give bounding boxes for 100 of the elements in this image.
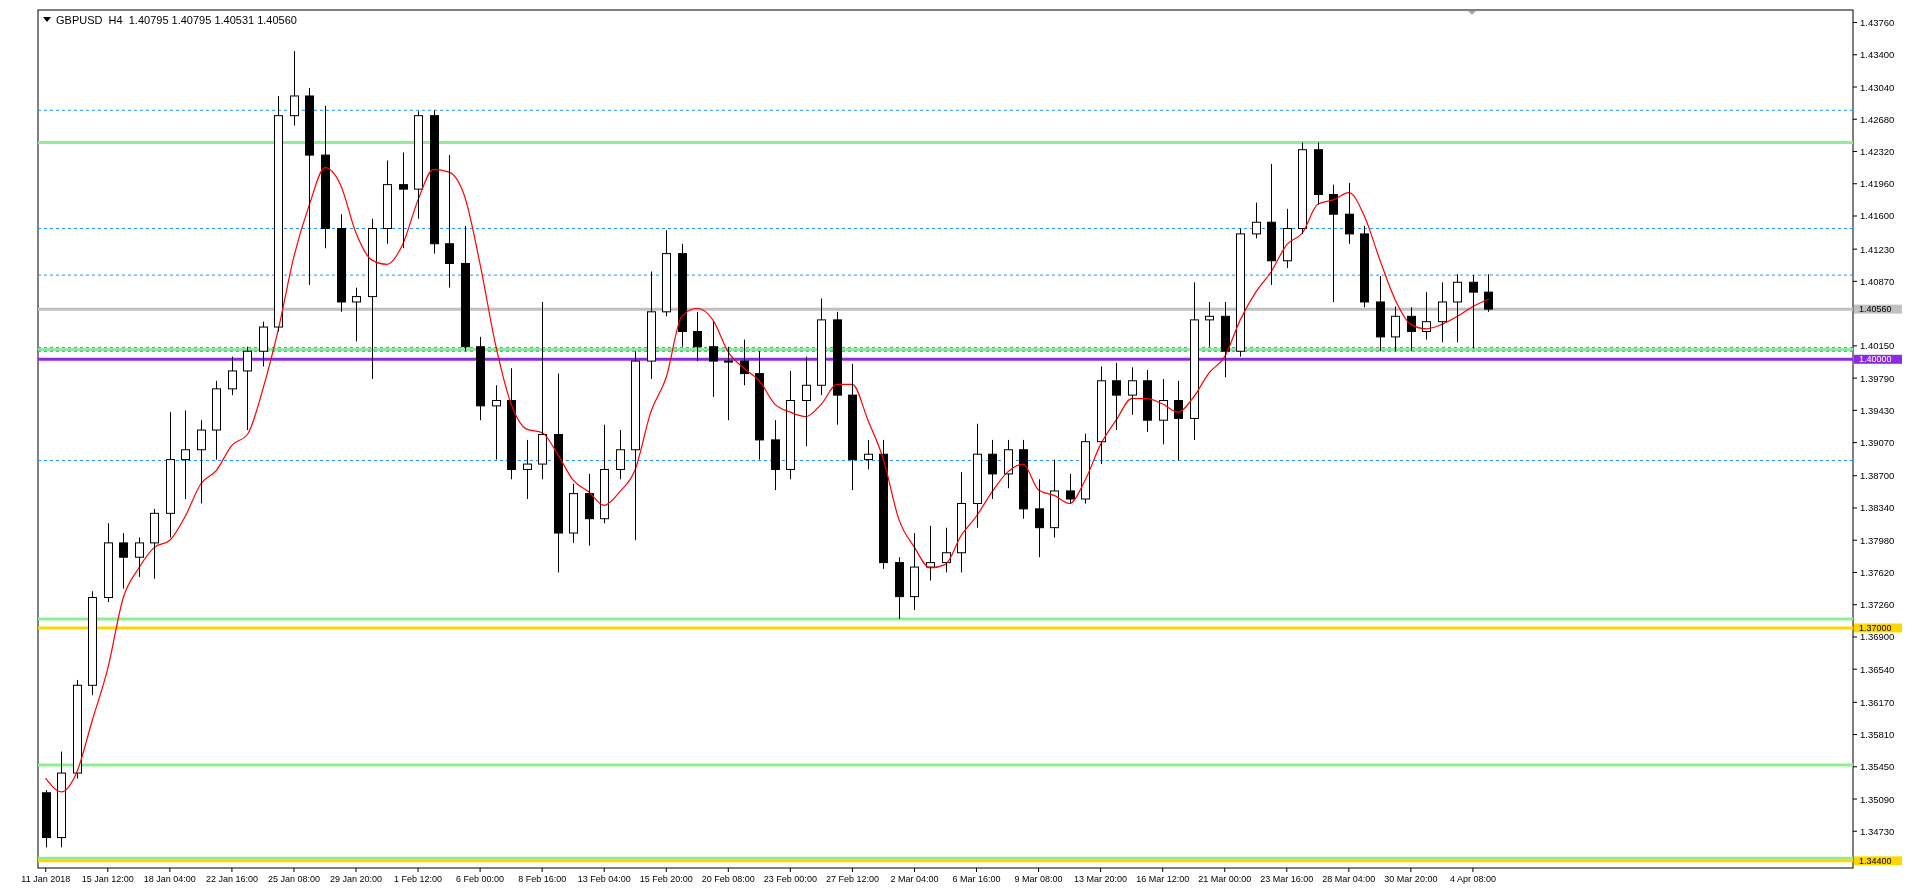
candlestick	[57, 751, 66, 848]
ref-line-label: 1.40560	[1859, 304, 1892, 315]
candlestick	[445, 154, 454, 289]
y-tick-label: 1.35450	[1860, 761, 1895, 773]
y-tick-label: 1.41600	[1860, 210, 1895, 222]
y-tick-label: 1.36170	[1860, 696, 1895, 708]
candlestick	[693, 311, 702, 362]
candlestick	[786, 370, 795, 480]
candlestick	[42, 789, 51, 848]
candlestick	[771, 419, 780, 491]
candlestick	[1360, 225, 1369, 308]
x-tick-label: 2 Mar 04:00	[890, 874, 939, 884]
candlestick	[1112, 362, 1121, 431]
x-tick-label: 27 Feb 12:00	[825, 874, 879, 884]
candlestick	[1097, 365, 1106, 465]
candlestick	[212, 380, 221, 461]
y-tick-label: 1.39070	[1860, 437, 1895, 449]
y-tick-label: 1.43400	[1860, 49, 1895, 61]
candlestick	[228, 356, 237, 396]
candlestick	[1159, 378, 1168, 445]
y-tick-label: 1.35090	[1860, 793, 1895, 805]
candlestick	[616, 429, 625, 480]
ref-line-label: 1.37000	[1859, 623, 1892, 634]
candlestick	[290, 50, 299, 127]
candlestick	[166, 411, 175, 539]
y-tick-label: 1.39790	[1860, 372, 1895, 384]
candlestick	[507, 367, 516, 480]
candlestick	[1453, 273, 1462, 343]
candlestick	[1081, 433, 1090, 504]
candlestick	[274, 95, 283, 333]
candlestick	[802, 356, 811, 447]
candlestick	[321, 105, 330, 249]
y-tick-label: 1.36900	[1860, 631, 1895, 643]
x-tick-label: 15 Feb 20:00	[639, 874, 693, 884]
x-tick-label: 22 Jan 16:00	[205, 874, 258, 884]
x-tick-label: 6 Feb 00:00	[456, 874, 505, 884]
candlestick	[817, 297, 826, 396]
candlestick	[895, 556, 904, 620]
x-tick-label: 23 Mar 16:00	[1260, 874, 1314, 884]
candlestick	[88, 590, 97, 696]
y-tick-label: 1.42320	[1860, 146, 1895, 158]
candlestick	[833, 311, 842, 426]
candlestick	[678, 243, 687, 348]
candlestick	[1391, 305, 1400, 352]
y-tick-label: 1.42680	[1860, 113, 1895, 125]
candlestick	[383, 159, 392, 245]
ref-line-label: 1.34400	[1859, 856, 1892, 867]
y-tick-label: 1.37980	[1860, 534, 1895, 546]
candlestick	[430, 109, 439, 255]
candlestick	[910, 532, 919, 611]
candlestick	[1329, 184, 1338, 303]
x-tick-label: 11 Jan 2018	[21, 874, 71, 884]
x-tick-label: 28 Mar 04:00	[1322, 874, 1376, 884]
candlestick	[554, 373, 563, 573]
candlestick	[1283, 208, 1292, 269]
candlestick	[1190, 281, 1199, 441]
candlestick	[973, 423, 982, 529]
candlestick	[1004, 439, 1013, 489]
y-tick-label: 1.37620	[1860, 566, 1895, 578]
candlestick	[197, 419, 206, 504]
chart-title: GBPUSD H4 1.40795 1.40795 1.40531 1.40560	[56, 14, 297, 26]
candlestick	[1050, 459, 1059, 539]
candlestick	[1376, 275, 1385, 352]
candlestick	[104, 522, 113, 603]
x-tick-label: 23 Feb 00:00	[763, 874, 817, 884]
x-tick-label: 6 Mar 16:00	[952, 874, 1001, 884]
x-tick-label: 16 Mar 12:00	[1136, 874, 1190, 884]
candlestick	[1252, 202, 1261, 239]
candlestick	[538, 301, 547, 480]
candlestick	[1298, 142, 1307, 235]
candlestick	[1345, 182, 1354, 245]
y-tick-label: 1.40870	[1860, 275, 1895, 287]
candlestick	[724, 346, 733, 421]
x-tick-label: 4 Apr 08:00	[1449, 874, 1496, 884]
candlestick	[305, 87, 314, 286]
x-tick-label: 9 Mar 08:00	[1014, 874, 1063, 884]
candlestick	[243, 346, 252, 431]
candlestick	[1205, 301, 1214, 348]
candlestick	[1484, 273, 1493, 313]
y-tick-label: 1.36540	[1860, 663, 1895, 675]
y-tick-label: 1.39430	[1860, 404, 1895, 416]
candlestick	[119, 532, 128, 590]
candlestick	[864, 439, 873, 470]
candlestick	[709, 321, 718, 398]
candlestick	[135, 537, 144, 578]
candlestick	[879, 439, 888, 570]
candlestick	[957, 471, 966, 573]
candlestick	[1236, 228, 1245, 358]
y-tick-label: 1.37260	[1860, 599, 1895, 611]
x-tick-label: 1 Feb 12:00	[394, 874, 443, 884]
x-tick-label: 20 Feb 08:00	[701, 874, 755, 884]
candlestick	[600, 424, 609, 524]
candlestick	[1035, 478, 1044, 558]
candlestick	[523, 439, 532, 500]
y-tick-label: 1.43760	[1860, 17, 1895, 29]
candlestick	[1314, 142, 1323, 205]
candlestick	[337, 213, 346, 313]
candlestick	[848, 363, 857, 491]
candlestick	[1143, 369, 1152, 433]
x-tick-label: 15 Jan 12:00	[81, 874, 134, 884]
